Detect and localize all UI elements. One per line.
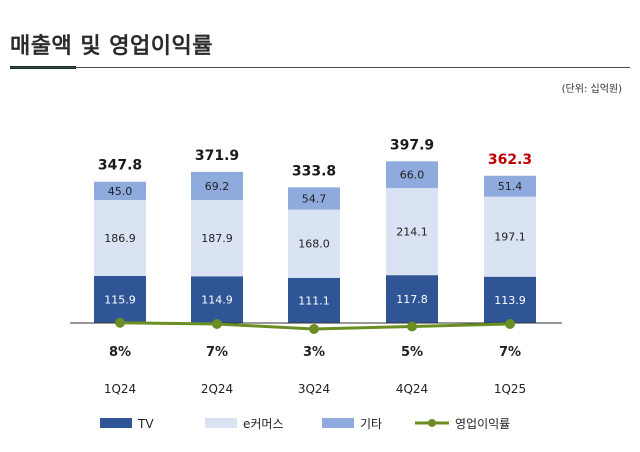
legend-other-swatch: [322, 418, 354, 428]
segment-value-label: 115.9: [104, 293, 136, 306]
total-value-label: 347.8: [98, 158, 142, 174]
bar-segment-ecommerce: [484, 196, 536, 277]
segment-value-label: 187.9: [201, 232, 233, 245]
segment-value-label: 114.9: [201, 294, 233, 307]
segment-value-label: 45.0: [108, 185, 133, 198]
segment-value-label: 51.4: [498, 180, 523, 193]
x-tick-label: 3Q24: [298, 382, 330, 396]
margin-point: [212, 319, 222, 329]
bar-segment-tv: [288, 277, 340, 323]
x-tick-label: 2Q24: [201, 382, 233, 396]
bar-segment-tv: [94, 275, 146, 323]
bar-segment-other: [484, 175, 536, 197]
segment-value-label: 197.1: [494, 231, 526, 244]
margin-point: [505, 319, 515, 329]
legend-tv-label: TV: [137, 417, 154, 431]
segment-value-label: 214.1: [396, 226, 428, 239]
page-title: 매출액 및 영업이익률: [10, 34, 213, 59]
x-tick-label: 4Q24: [396, 382, 428, 396]
margin-point: [115, 317, 125, 328]
legend-other-label: 기타: [360, 417, 382, 431]
legend-margin-marker: [428, 419, 436, 427]
segment-value-label: 117.8: [396, 293, 428, 306]
legend-margin-label: 영업이익률: [455, 417, 510, 431]
segment-value-label: 69.2: [205, 180, 230, 193]
bar-segment-ecommerce: [386, 188, 438, 276]
segment-value-label: 111.1: [298, 294, 330, 307]
total-value-label: 397.9: [390, 137, 434, 153]
legend-ecommerce-swatch: [205, 418, 237, 428]
segment-value-label: 168.0: [298, 238, 330, 251]
margin-point: [309, 324, 319, 334]
bar-segment-tv: [484, 276, 536, 323]
segment-value-label: 66.0: [400, 169, 425, 182]
legend-tv-swatch: [100, 418, 132, 428]
title-divider: [10, 67, 630, 68]
unit-note: (단위: 십억원): [561, 84, 622, 95]
x-tick-label: 1Q24: [104, 382, 136, 396]
segment-value-label: 113.9: [494, 294, 526, 307]
margin-value-label: 7%: [206, 345, 228, 360]
margin-value-label: 3%: [303, 345, 325, 360]
margin-value-label: 7%: [499, 345, 521, 360]
total-value-label: 362.3: [488, 152, 532, 168]
margin-value-label: 8%: [109, 345, 131, 360]
margin-point: [407, 321, 417, 332]
bar-segment-ecommerce: [94, 199, 146, 276]
bar-segment-ecommerce: [191, 199, 243, 277]
segment-value-label: 54.7: [302, 192, 327, 205]
legend-ecommerce-label: e커머스: [243, 417, 284, 431]
total-value-label: 371.9: [195, 148, 239, 164]
bar-segment-tv: [191, 276, 243, 323]
bar-segment-ecommerce: [288, 209, 340, 278]
bar-segment-other: [94, 181, 146, 200]
bar-segment-tv: [386, 275, 438, 323]
total-value-label: 333.8: [292, 163, 336, 179]
margin-value-label: 5%: [401, 345, 423, 360]
x-tick-label: 1Q25: [494, 382, 526, 396]
bar-segment-other: [191, 171, 243, 200]
bar-segment-other: [288, 187, 340, 210]
bar-segment-other: [386, 161, 438, 189]
segment-value-label: 186.9: [104, 232, 136, 245]
